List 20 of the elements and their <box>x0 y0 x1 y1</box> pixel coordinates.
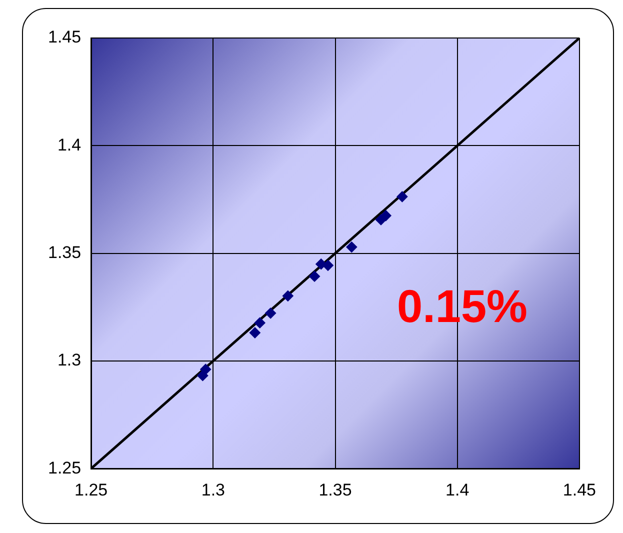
x-tick-label: 1.25 <box>74 480 108 500</box>
y-tick-label: 1.35 <box>48 242 82 262</box>
point <box>200 364 212 375</box>
point <box>309 270 320 282</box>
x-tick-label: 1.4 <box>446 480 470 500</box>
y-tick-label: 1.3 <box>57 350 82 370</box>
point <box>396 191 408 202</box>
point <box>346 242 358 253</box>
x-tick-label: 1.35 <box>318 480 352 500</box>
point <box>282 290 294 302</box>
y-tick-label: 1.4 <box>57 135 82 154</box>
y-tick-label: 1.45 <box>48 28 82 47</box>
y-tick-label: 1.25 <box>48 458 82 478</box>
x-tick-label: 1.3 <box>201 480 225 500</box>
x-tick-label: 1.45 <box>562 480 596 500</box>
point <box>254 317 266 328</box>
point <box>380 210 392 222</box>
point <box>249 327 260 338</box>
point <box>265 308 276 319</box>
point <box>322 260 334 271</box>
